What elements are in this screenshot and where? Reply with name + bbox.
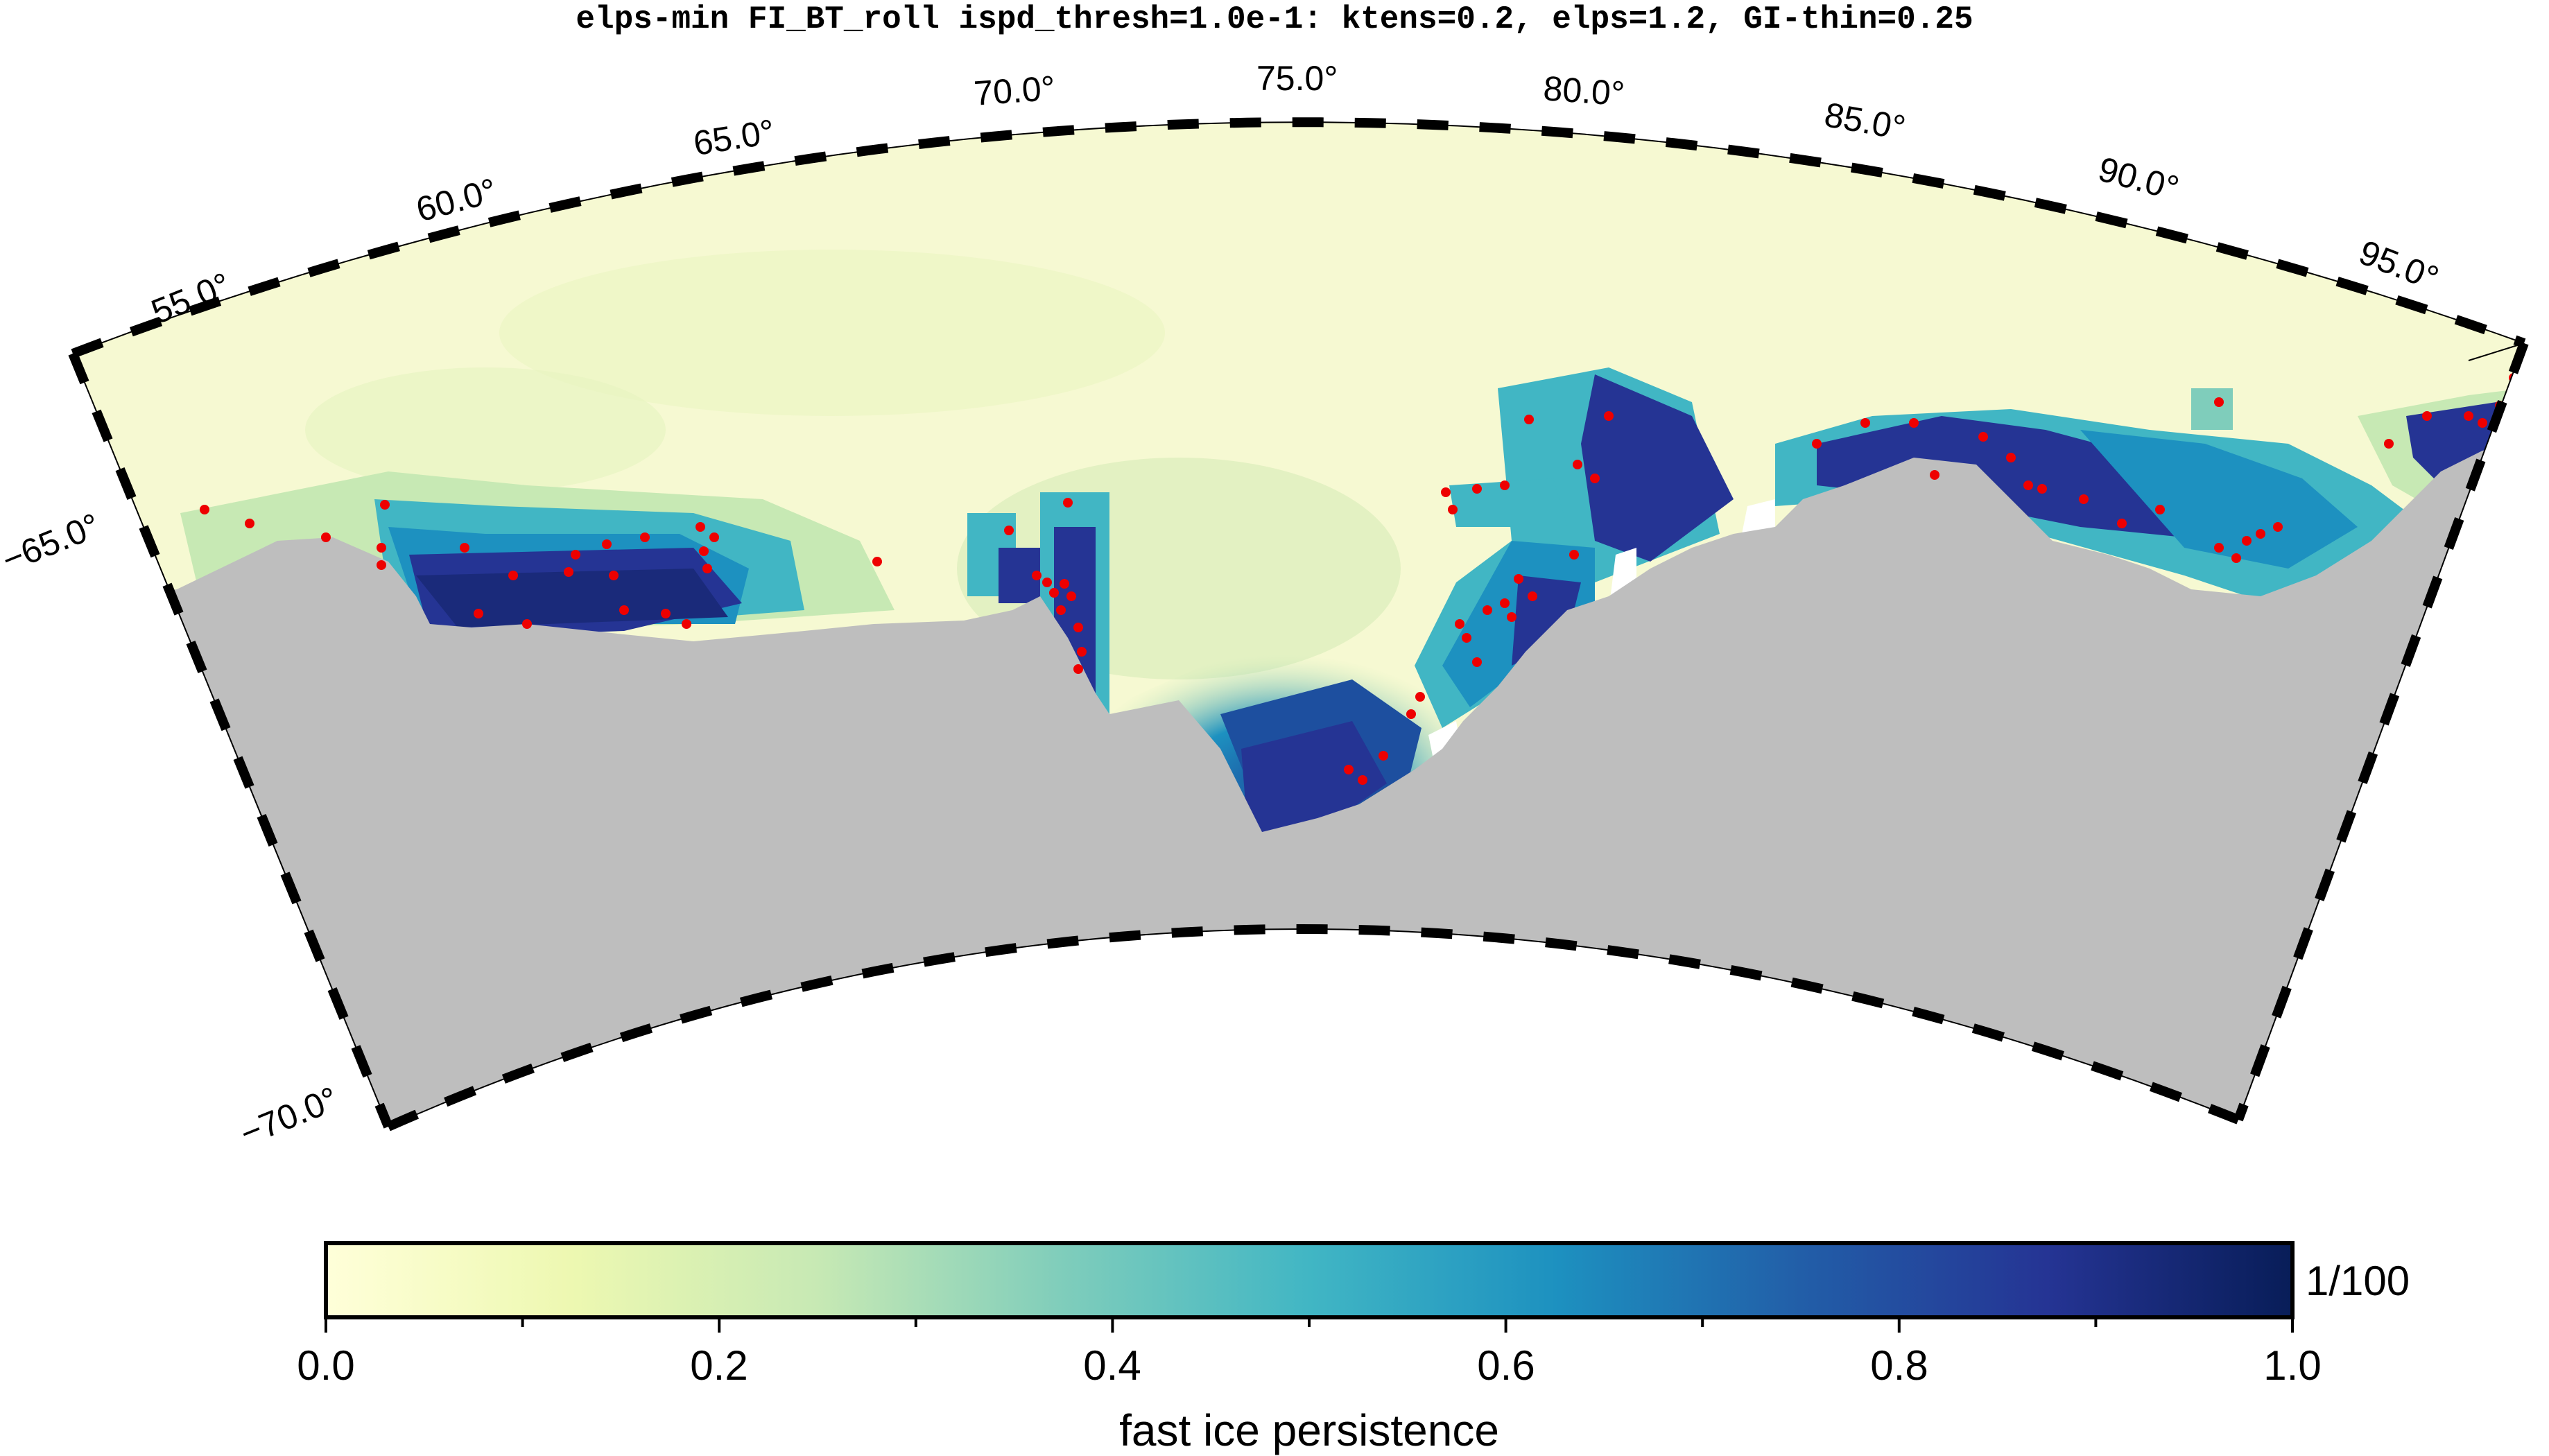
lon-label-90: 90.0° [2094, 149, 2183, 207]
lon-label-80: 80.0° [1542, 69, 1626, 113]
lat-label-65: −65.0° [0, 505, 105, 580]
colorbar-tick-label-1: 0.2 [690, 1342, 748, 1389]
lon-label-75: 75.0° [1256, 59, 1338, 98]
colorbar-tick-label-4: 0.8 [1870, 1342, 1928, 1389]
grounded-iceberg-points [200, 373, 2524, 785]
map-frame [68, 117, 2529, 1132]
figure-title: elps-min FI_BT_roll ispd_thresh=1.0e-1: … [576, 1, 1973, 37]
colorbar-tick-label-5: 1.0 [2263, 1342, 2321, 1389]
colorbar-tick-label-3: 0.6 [1477, 1342, 1535, 1389]
fast-ice-west [180, 471, 895, 645]
colorbar-gradient [324, 1241, 2295, 1319]
fast-ice-east [1415, 367, 1734, 728]
colorbar-tick-label-0: 0.0 [297, 1342, 354, 1389]
lon-label-85: 85.0° [1822, 95, 1908, 148]
lon-label-70: 70.0° [973, 69, 1057, 113]
colorbar-unit: 1/100 [2306, 1258, 2410, 1304]
colorbar-tick-label-2: 0.4 [1083, 1342, 1141, 1389]
colorbar-title: fast ice persistence [1119, 1405, 1499, 1455]
colorbar: 1/100 0.0 0.2 0.4 0.6 0.8 1.0 fast ice p… [297, 1241, 2410, 1455]
lat-label-70: −70.0° [234, 1080, 343, 1154]
colorbar-ticks [325, 1317, 2294, 1333]
lon-label-65: 65.0° [691, 112, 777, 163]
lon-label-60: 60.0° [412, 171, 501, 229]
